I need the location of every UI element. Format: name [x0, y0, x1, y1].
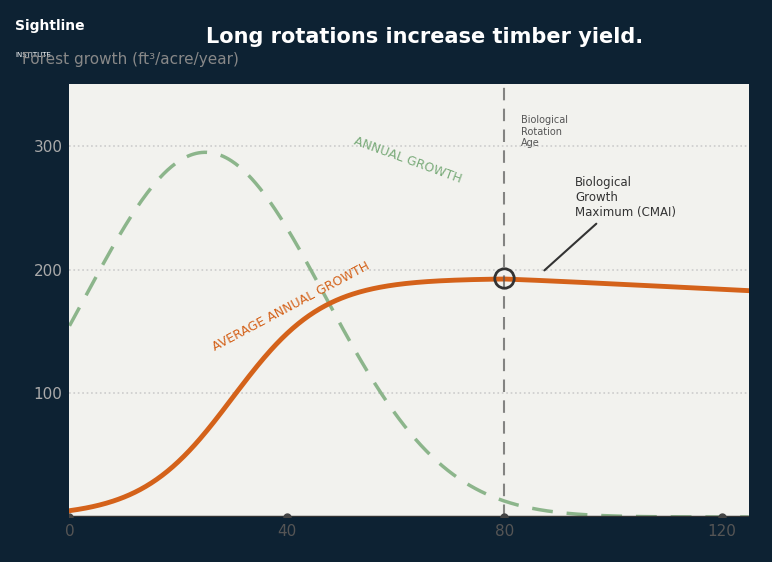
Text: Biological
Rotation
Age: Biological Rotation Age	[520, 115, 567, 148]
Text: AVERAGE ANNUAL GROWTH: AVERAGE ANNUAL GROWTH	[211, 260, 372, 354]
Text: Long rotations increase timber yield.: Long rotations increase timber yield.	[206, 26, 643, 47]
Text: ANNUAL GROWTH: ANNUAL GROWTH	[352, 134, 463, 185]
Text: Biological
Growth
Maximum (CMAI): Biological Growth Maximum (CMAI)	[544, 176, 676, 270]
Text: Sightline: Sightline	[15, 19, 85, 33]
Text: Forest growth (ft³/acre/year): Forest growth (ft³/acre/year)	[22, 52, 239, 67]
Text: INSTITUTE: INSTITUTE	[15, 52, 51, 58]
